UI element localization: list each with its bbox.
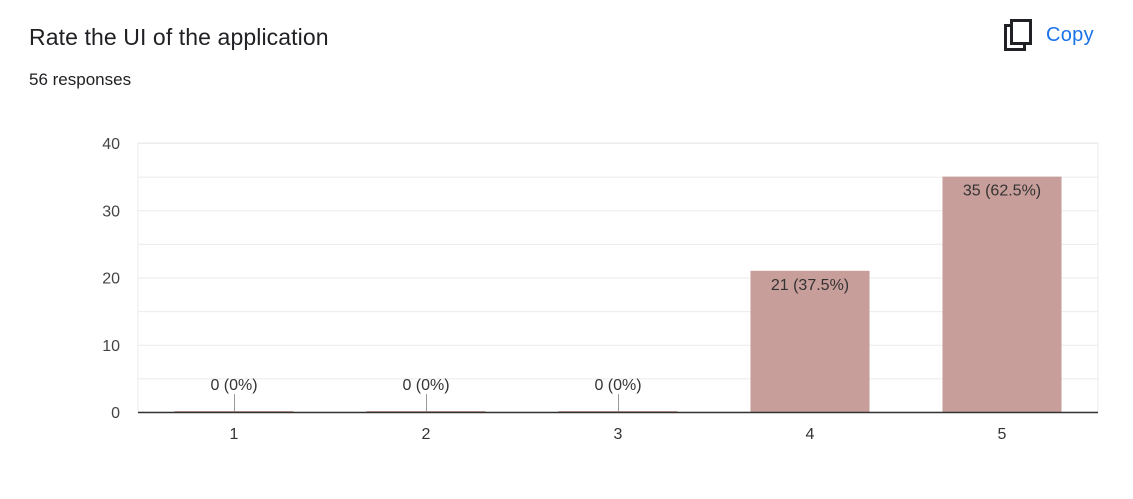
copy-icon (1004, 19, 1032, 51)
copy-button[interactable]: Copy (1000, 14, 1102, 56)
data-label: 35 (62.5%) (963, 183, 1041, 200)
x-tick-label: 5 (998, 426, 1007, 443)
x-tick-label: 2 (422, 426, 431, 443)
response-count: 56 responses (29, 70, 132, 89)
y-tick-label: 30 (102, 203, 120, 220)
y-tick-label: 10 (102, 338, 120, 355)
data-label: 0 (0%) (402, 377, 449, 394)
data-label: 0 (0%) (594, 377, 641, 394)
bar-5 (942, 176, 1062, 412)
x-tick-label: 1 (230, 426, 239, 443)
y-tick-label: 40 (102, 136, 120, 153)
data-label: 0 (0%) (210, 377, 257, 394)
question-title: Rate the UI of the application (29, 24, 329, 50)
copy-label: Copy (1046, 23, 1094, 46)
x-tick-label: 4 (806, 426, 815, 443)
data-label: 21 (37.5%) (771, 277, 849, 294)
y-tick-label: 20 (102, 271, 120, 288)
x-tick-label: 3 (614, 426, 623, 443)
y-tick-label: 0 (111, 405, 120, 422)
bar-4 (750, 270, 870, 412)
